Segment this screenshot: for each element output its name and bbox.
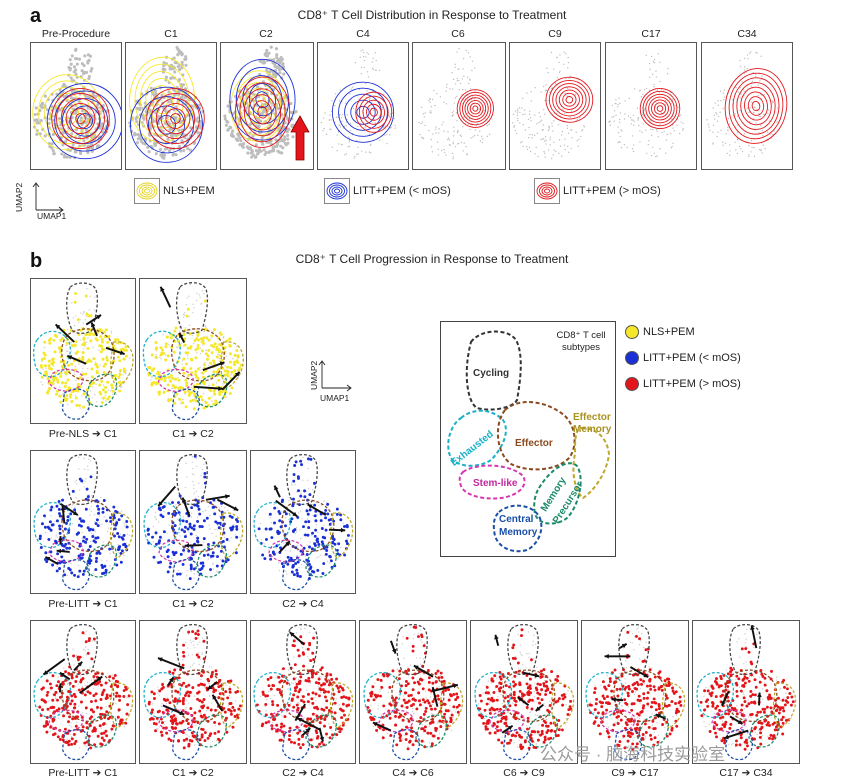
watermark-text: 公众号 · 脑海科技实验室: [540, 745, 726, 764]
umap-plot-c17: [605, 42, 697, 170]
column-label-c1: C1: [164, 28, 178, 40]
axis-label-umap1: UMAP1: [37, 211, 67, 221]
axis-label-umap1-b: UMAP1: [320, 393, 350, 403]
label-litt-low-c2-c4: C2 ➔ C4: [282, 598, 324, 610]
trajectory-plot-nls-pre-c1: [30, 278, 136, 424]
umap-plot-c34: [701, 42, 793, 170]
column-label-c17: C17: [641, 28, 661, 40]
diagram-title-line2: subtypes: [561, 342, 601, 353]
trajectory-plot-litt-high-c2-c4: [250, 620, 356, 764]
legend-swatch-litt-high: [534, 178, 560, 204]
legend-label-litt-low: LITT+PEM (< mOS): [353, 185, 451, 197]
label-litt-high-c1-c2: C1 ➔ C2: [172, 767, 214, 779]
diagram-title-line1: CD8⁺ T cell: [556, 330, 606, 341]
umap-plot-c9: [509, 42, 601, 170]
umap-plot-c1: [125, 42, 217, 170]
axis-label-umap2: UMAP2: [14, 182, 24, 212]
highlight-arrow-icon: [290, 115, 310, 161]
legend-swatch-litt-low: [324, 178, 350, 204]
panel-a-letter: a: [30, 5, 42, 27]
panel-a-title: CD8⁺ T Cell Distribution in Response to …: [297, 8, 567, 22]
label-litt-high-pre-c1: Pre-LITT ➔ C1: [48, 767, 118, 779]
trajectory-plot-litt-high-c6-c9: [470, 620, 578, 764]
trajectory-plot-litt-high-c17-c34: [692, 620, 800, 764]
subtype-label-cycling: Cycling: [473, 368, 510, 379]
label-litt-low-c1-c2: C1 ➔ C2: [172, 598, 214, 610]
label-litt-low-pre-c1: Pre-LITT ➔ C1: [48, 598, 118, 610]
column-label-c9: C9: [548, 28, 562, 40]
umap-axis-icon-b: [318, 360, 352, 392]
panel-b-letter: b: [30, 250, 43, 272]
subtype-label-central-memory-2: Memory: [499, 527, 538, 538]
label-litt-high-c2-c4: C2 ➔ C4: [282, 767, 324, 779]
umap-plot-c6: [412, 42, 506, 170]
trajectory-plot-litt-high-pre-c1: [30, 620, 136, 764]
label-litt-high-c6-c9: C6 ➔ C9: [503, 767, 545, 779]
legend-b-label-nls: NLS+PEM: [643, 326, 695, 338]
legend-dot-litt-low: [625, 351, 639, 365]
subtype-label-central-memory-1: Central: [499, 514, 534, 525]
umap-plot-c4: [317, 42, 409, 170]
trajectory-plot-litt-high-c1-c2: [139, 620, 247, 764]
umap-plot-pre-procedure: [30, 42, 122, 170]
column-label-c34: C34: [737, 28, 757, 40]
trajectory-plot-litt-high-c4-c6: [359, 620, 467, 764]
trajectory-plot-nls-c1-c2: [139, 278, 247, 424]
column-label-pre-procedure: Pre-Procedure: [41, 28, 111, 40]
legend-dot-nls: [625, 325, 639, 339]
legend-b-label-litt-high: LITT+PEM (> mOS): [643, 378, 741, 390]
trajectory-plot-litt-low-c2-c4: [250, 450, 356, 594]
column-label-c4: C4: [356, 28, 370, 40]
label-nls-pre-c1: Pre-NLS ➔ C1: [48, 428, 118, 440]
label-litt-high-c4-c6: C4 ➔ C6: [392, 767, 434, 779]
subtype-label-effector-memory-1: Effector: [573, 412, 611, 423]
legend-label-nls: NLS+PEM: [163, 185, 215, 197]
subtype-diagram: CD8⁺ T cell subtypes Cycling Exhausted E…: [440, 321, 616, 557]
umap-axis-icon: [32, 182, 64, 214]
subtype-label-effector-memory-2: Memory: [573, 424, 612, 435]
label-litt-high-c17-c34: C17 ➔ C34: [719, 767, 773, 779]
subtype-label-stem-like: Stem-like: [473, 478, 518, 489]
subtype-label-effector: Effector: [515, 438, 553, 449]
legend-b-label-litt-low: LITT+PEM (< mOS): [643, 352, 741, 364]
trajectory-plot-litt-low-c1-c2: [139, 450, 247, 594]
trajectory-plot-litt-high-c9-c17: [581, 620, 689, 764]
legend-swatch-nls: [134, 178, 160, 204]
label-litt-high-c9-c17: C9 ➔ C17: [611, 767, 659, 779]
column-label-c2: C2: [259, 28, 273, 40]
panel-b-title: CD8⁺ T Cell Progression in Response to T…: [295, 252, 569, 266]
trajectory-plot-litt-low-pre-c1: [30, 450, 136, 594]
umap-plot-c2: [220, 42, 314, 170]
axis-label-umap2-b: UMAP2: [309, 360, 319, 390]
label-nls-c1-c2: C1 ➔ C2: [172, 428, 214, 440]
legend-dot-litt-high: [625, 377, 639, 391]
legend-label-litt-high: LITT+PEM (> mOS): [563, 185, 661, 197]
column-label-c6: C6: [451, 28, 465, 40]
